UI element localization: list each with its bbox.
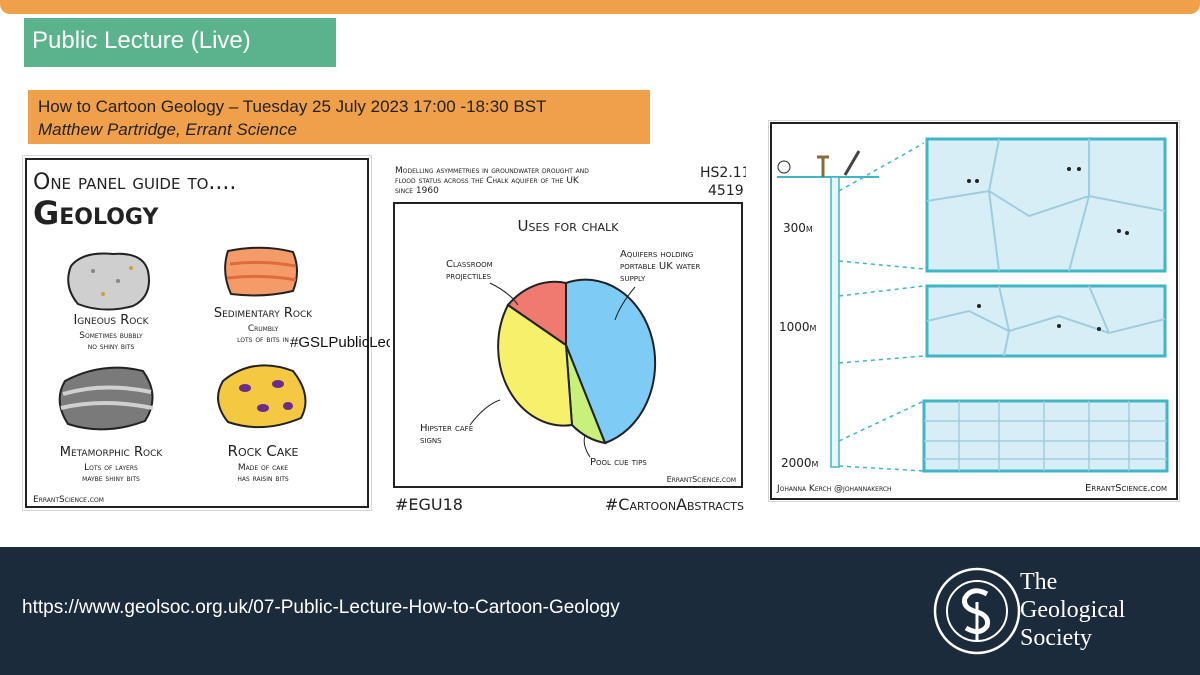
sedimentary-rock-icon	[224, 246, 298, 297]
drill-icon	[843, 150, 861, 176]
chalk-chart-title: Uses for chalk	[518, 217, 620, 235]
label-aquifers-3: supply	[620, 273, 646, 284]
ice-crystals-deep	[922, 399, 1169, 473]
rock-name-cake: Rock Cake	[228, 442, 299, 460]
footer-bar	[0, 547, 1200, 675]
label-hipster-1: Hipster cafe	[420, 423, 473, 434]
ice-crystals-middle	[925, 284, 1167, 358]
label-classroom-1: Classroom	[446, 259, 493, 270]
abstract-caption-2: flood status across the Chalk aquifer of…	[395, 176, 580, 186]
rock-name-sedimentary: Sedimentary Rock	[214, 306, 313, 321]
label-hipster-2: signs	[420, 435, 442, 446]
rock-cake-icon	[217, 364, 307, 429]
metamorphic-rock-icon	[58, 366, 154, 431]
signpost-icon	[817, 155, 829, 177]
rock-name-metamorphic: Metamorphic Rock	[60, 445, 164, 460]
egu-hashtag: #EGU18	[395, 495, 463, 514]
guide-heading-big: Geology	[33, 194, 160, 232]
abstract-number: 4519	[708, 183, 744, 199]
guide-credit: ErrantScience.com	[33, 495, 104, 505]
ice-core-drawing: 300m 1000m 2000m Johanna Kerch @johannak…	[770, 122, 1178, 500]
igneous-rock-icon	[67, 252, 150, 311]
depth-2000: 2000m	[781, 456, 819, 470]
chalk-uses-drawing: Modelling asymmetries in groundwater dro…	[393, 165, 751, 514]
ice-credit: ErrantScience.com	[1085, 483, 1167, 494]
chalk-uses-cartoon: Modelling asymmetries in groundwater dro…	[390, 155, 751, 515]
rock-name-igneous: Igneous Rock	[73, 313, 149, 328]
rock-desc2-sedimentary: lots of bits in	[237, 335, 289, 345]
lecture-speaker: Matthew Partridge, Errant Science	[38, 120, 297, 139]
label-aquifers-2: portable UK water	[620, 261, 700, 272]
label-aquifers-1: Aquifers holding	[620, 249, 693, 260]
top-accent-bar	[0, 0, 1200, 14]
ice-core-cartoon: 300m 1000m 2000m Johanna Kerch @johannak…	[768, 120, 1180, 502]
ice-author: Johanna Kerch @johannakerch	[776, 484, 892, 494]
society-name-line-3: Society	[1020, 625, 1092, 651]
rock-desc2-igneous: no shiny bits	[88, 342, 135, 352]
lecture-info-box: How to Cartoon Geology – Tuesday 25 July…	[28, 90, 650, 144]
rock-desc2-metamorphic: maybe shiny bits	[82, 474, 140, 484]
lecture-url-link[interactable]: https://www.geolsoc.org.uk/07-Public-Lec…	[22, 597, 620, 618]
geology-guide-cartoon: One panel guide to.... Geology Igneous R…	[22, 155, 372, 511]
pie-slice-hipster	[497, 303, 574, 427]
depth-1000: 1000m	[779, 320, 817, 334]
depth-300: 300m	[783, 221, 813, 235]
gsl-hashtag: #GSLPublicLecture	[290, 334, 420, 351]
polar-bear-icon	[777, 160, 791, 174]
pie-slice-classroom	[506, 280, 567, 347]
lecture-type-tag: Public Lecture (Live)	[24, 18, 336, 67]
society-name-line-2: Geological	[1020, 597, 1126, 623]
abstract-caption-3: since 1960	[395, 186, 439, 196]
society-name: The Geological Society	[1020, 568, 1125, 652]
rock-desc2-cake: has raisin bits	[237, 474, 289, 484]
cartoon-abstracts-hashtag: #CartoonAbstracts	[605, 495, 744, 514]
pie-slice-aquifers	[565, 278, 657, 445]
chalk-credit: ErrantScience.com	[667, 475, 736, 484]
abstract-caption-1: Modelling asymmetries in groundwater dro…	[395, 166, 589, 176]
label-classroom-2: projectiles	[446, 271, 492, 282]
geology-guide-drawing: One panel guide to.... Geology Igneous R…	[25, 158, 369, 508]
society-name-line-1: The	[1020, 569, 1058, 595]
label-pool-cue: Pool cue tips	[590, 457, 647, 468]
guide-heading-top: One panel guide to....	[33, 170, 236, 195]
rock-desc1-sedimentary: Crumbly	[248, 324, 279, 334]
lecture-title: How to Cartoon Geology – Tuesday 25 July…	[38, 97, 547, 116]
rock-desc1-igneous: Sometimes bubbly	[79, 331, 143, 341]
geological-society-seal-icon	[933, 567, 1021, 655]
session-code: HS2.11	[700, 165, 746, 181]
ice-crystals-shallow	[925, 137, 1167, 273]
rock-desc1-metamorphic: Lots of layers	[84, 463, 138, 473]
rock-desc1-cake: Made of cake	[238, 463, 288, 473]
ice-core-column	[830, 176, 840, 468]
